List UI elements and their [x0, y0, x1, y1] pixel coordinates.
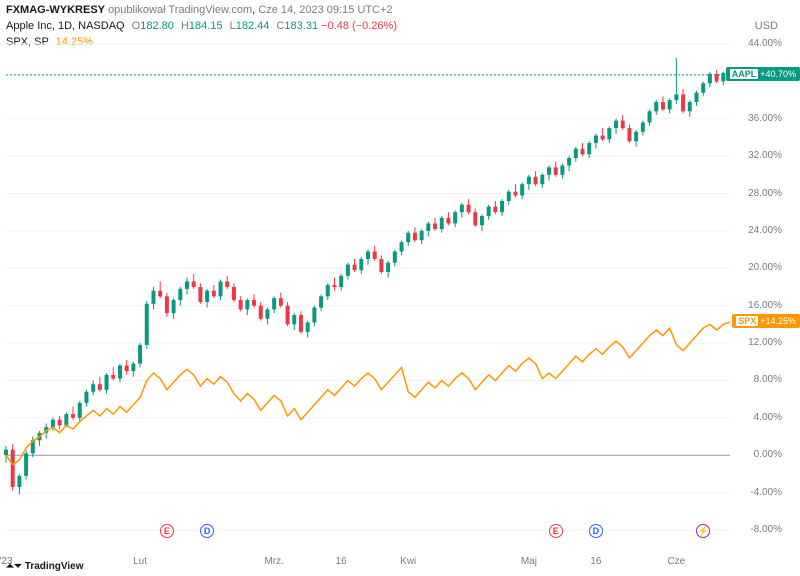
y-tick: 8.00%: [754, 374, 782, 385]
chart-svg: [0, 0, 800, 576]
x-tick: Lut: [133, 556, 147, 567]
event-d-icon[interactable]: D: [589, 524, 603, 538]
y-tick: 16.00%: [748, 300, 782, 311]
y-tick: -8.00%: [750, 524, 782, 535]
y-tick: 20.00%: [748, 262, 782, 273]
y-tick: 44.00%: [748, 38, 782, 49]
event-d-icon[interactable]: D: [200, 524, 214, 538]
x-tick: Cze: [667, 556, 685, 567]
x-tick: Mrz.: [264, 556, 283, 567]
x-tick: 16: [590, 556, 601, 567]
y-axis: -8.00% -4.00% 0.00% 4.00% 8.00% 12.00% 16.00% 2…: [744, 0, 800, 540]
y-tick: 4.00%: [754, 412, 782, 423]
event-e-icon[interactable]: E: [549, 524, 563, 538]
event-e-icon[interactable]: E: [160, 524, 174, 538]
x-tick: Kwi: [400, 556, 416, 567]
aapl-badge: AAPL+40.70%: [726, 67, 800, 81]
event-s-icon[interactable]: ⚡: [696, 524, 710, 538]
y-tick: 0.00%: [754, 449, 782, 460]
tradingview-logo: ⏶⏷ TradingView: [6, 561, 84, 572]
x-tick: Maj: [521, 556, 537, 567]
y-tick: 24.00%: [748, 225, 782, 236]
y-tick: 36.00%: [748, 113, 782, 124]
x-tick: 16: [336, 556, 347, 567]
y-tick: 28.00%: [748, 188, 782, 199]
y-tick: 12.00%: [748, 337, 782, 348]
chart-area[interactable]: -8.00% -4.00% 0.00% 4.00% 8.00% 12.00% 16.00% 2…: [0, 0, 800, 576]
y-tick: -4.00%: [750, 487, 782, 498]
y-tick: 32.00%: [748, 150, 782, 161]
event-markers: E D E D ⚡: [0, 524, 744, 540]
spx-badge: SPX+14.25%: [732, 314, 800, 328]
